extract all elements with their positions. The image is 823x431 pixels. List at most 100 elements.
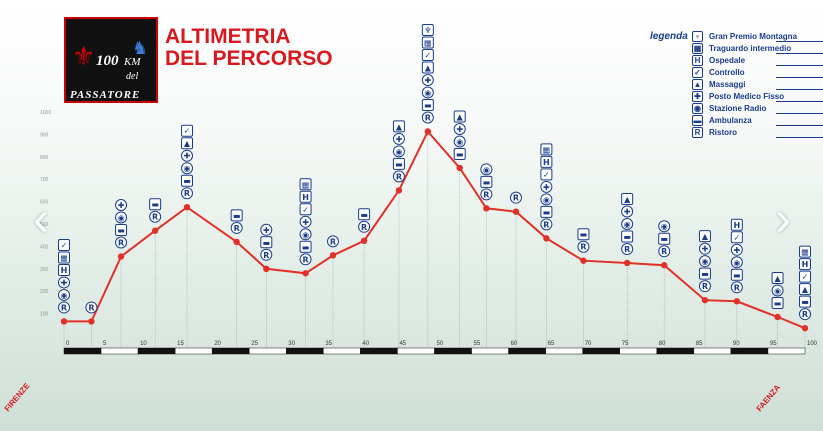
ambulance-icon: ▬ [392, 157, 405, 170]
x-tick-label: 10 [140, 341, 147, 347]
ambulance-icon: ▬ [577, 228, 590, 241]
radio-icon: ◉ [771, 284, 784, 297]
x-tick-label: 25 [251, 341, 258, 347]
refresh-icon: R [260, 248, 273, 261]
radio-icon: ◉ [621, 217, 634, 230]
refresh-icon: R [149, 210, 162, 223]
y-tick-label: 700 [40, 177, 49, 183]
massage-icon: ▲ [621, 192, 634, 205]
svg-text:▬: ▬ [580, 230, 588, 239]
svg-text:R: R [88, 303, 94, 312]
page-title-line2: DEL PERCORSO [165, 47, 333, 70]
x-tick-label: 60 [511, 341, 518, 347]
trophy-icon: ♆ [692, 30, 703, 42]
svg-text:▬: ▬ [733, 271, 741, 280]
svg-text:R: R [61, 303, 67, 312]
massage-icon: ▲ [392, 120, 405, 133]
hospital-icon: H [299, 190, 312, 203]
svg-text:▦: ▦ [424, 38, 432, 47]
svg-text:◉: ◉ [456, 138, 463, 147]
ambulance-icon: ▬ [299, 240, 312, 253]
elevation-point [733, 298, 741, 305]
svg-text:H: H [733, 221, 740, 230]
svg-text:R: R [263, 251, 269, 260]
km-scale-segment [360, 347, 398, 355]
legend-divider [776, 77, 823, 78]
svg-text:▲: ▲ [396, 122, 403, 131]
elevation-point [774, 313, 781, 321]
refresh-icon: R [358, 220, 371, 233]
svg-text:▲: ▲ [624, 195, 631, 204]
svg-text:✚: ✚ [624, 207, 631, 216]
svg-text:▬: ▬ [233, 211, 241, 220]
svg-text:✚: ✚ [118, 201, 125, 210]
massage-icon: ▲ [692, 78, 703, 90]
legend-label: Traguardo intermedio [709, 43, 792, 53]
x-tick-label: 85 [696, 341, 703, 347]
legend-label: Controllo [709, 67, 745, 77]
svg-text:R: R [580, 243, 586, 252]
svg-text:H: H [61, 266, 68, 275]
logo-word: del [126, 71, 139, 82]
next-slide-button[interactable]: › [775, 193, 791, 246]
checkered-icon: ▦ [540, 143, 553, 156]
svg-text:♆: ♆ [424, 26, 431, 35]
svg-text:▬: ▬ [483, 178, 491, 187]
legend-divider [776, 125, 823, 126]
elevation-point [302, 270, 309, 277]
km-scale-segment [582, 347, 621, 355]
legend-item: ♆ Gran Premio Montagna [692, 30, 823, 42]
y-tick-label: 400 [40, 244, 49, 250]
legend-divider [776, 65, 823, 66]
svg-text:✚: ✚ [61, 278, 68, 287]
x-tick-label: 15 [177, 341, 184, 347]
svg-text:▲: ▲ [802, 285, 809, 294]
previous-slide-button[interactable]: ‹ [33, 193, 49, 246]
x-tick-label: 40 [362, 341, 369, 347]
elevation-point [233, 238, 240, 246]
checkered-flag-icon: ▦ [692, 42, 703, 54]
elevation-profile-line [64, 129, 806, 330]
svg-text:◉: ◉ [184, 164, 191, 173]
radio-icon: ◉ [181, 162, 194, 175]
cross-icon: ✚ [260, 223, 273, 236]
elevation-point [801, 324, 809, 332]
legend-item: ▬ Ambulanza [692, 114, 823, 126]
legend-divider [776, 89, 823, 90]
legend-item: ▲ Massaggi [692, 78, 823, 90]
km-scale-segment [730, 347, 769, 355]
elevation-point [60, 318, 68, 325]
y-tick-label: 200 [40, 289, 49, 295]
ambulance-icon: ▬ [730, 268, 743, 281]
svg-text:▬: ▬ [117, 226, 125, 235]
ambulance-icon: ▬ [149, 198, 162, 211]
svg-text:▲: ▲ [184, 139, 191, 148]
svg-text:R: R [624, 245, 630, 254]
massage-icon: ▲ [799, 283, 811, 296]
ambulance-icon: ▬ [621, 230, 634, 243]
svg-text:R: R [396, 172, 402, 181]
svg-text:✚: ✚ [456, 125, 463, 134]
radio-icon: ◉ [453, 135, 466, 148]
km-scale-segment [63, 347, 102, 355]
y-tick-label: 1000 [40, 110, 51, 116]
check-icon: ✓ [730, 231, 743, 244]
refresh-icon: R [730, 281, 743, 294]
ambulance-icon: ▬ [658, 232, 671, 245]
km-scale-segment [100, 347, 139, 355]
svg-text:R: R [802, 310, 808, 319]
svg-text:▦: ▦ [60, 253, 68, 262]
km-scale-segment [397, 347, 435, 355]
page-title-line1: ALTIMETRIA [165, 25, 291, 48]
elevation-point [183, 204, 191, 211]
passatore-logo: ⚜ ♞ 100 KM del PASSATORE [64, 17, 158, 103]
legend-item: ◉ Stazione Radio [692, 102, 823, 114]
ambulance-icon: ▬ [260, 236, 273, 249]
ambulance-icon: ▬ [453, 148, 466, 160]
km-scale-segment [174, 347, 213, 355]
svg-text:✚: ✚ [302, 218, 309, 227]
svg-text:✚: ✚ [424, 76, 431, 85]
svg-text:R: R [184, 189, 190, 198]
km-scale-segment [471, 347, 509, 355]
svg-text:▬: ▬ [151, 200, 159, 209]
